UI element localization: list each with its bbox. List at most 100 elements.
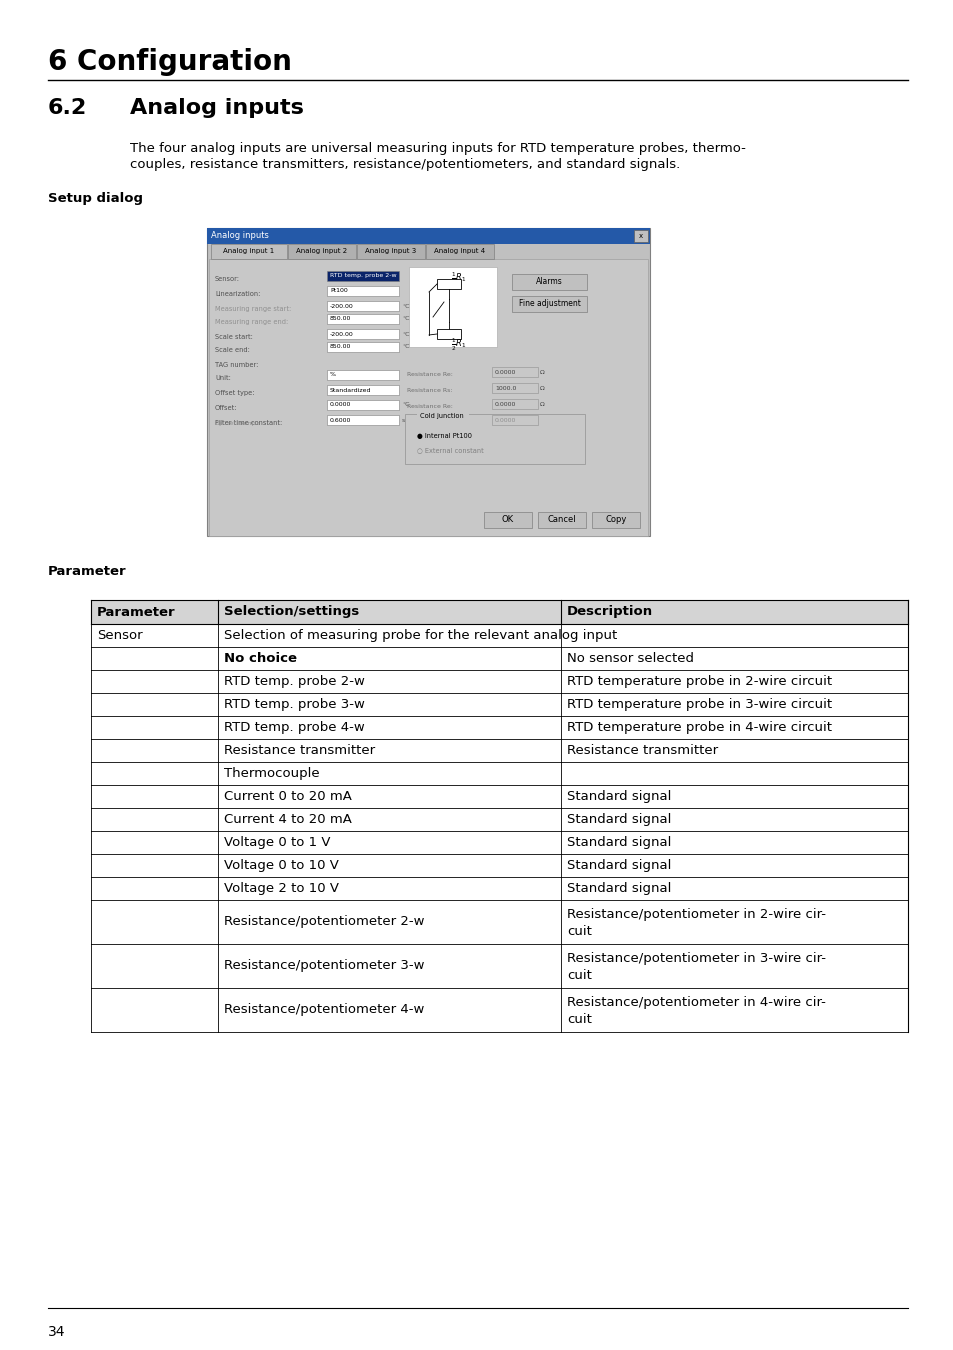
Text: Analog input 4: Analog input 4 — [434, 248, 485, 255]
Text: 0.6000: 0.6000 — [330, 417, 351, 423]
Text: °C: °C — [401, 332, 409, 336]
Bar — [512, 274, 586, 290]
Bar — [327, 301, 398, 310]
Text: RTD temperature probe in 4-wire circuit: RTD temperature probe in 4-wire circuit — [566, 721, 831, 734]
Text: Description: Description — [566, 606, 652, 618]
Text: Standardized: Standardized — [330, 387, 371, 393]
Text: Resistance/potentiometer in 2-wire cir-: Resistance/potentiometer in 2-wire cir- — [566, 907, 825, 921]
Text: Resistance transmitter: Resistance transmitter — [566, 744, 718, 757]
Bar — [327, 385, 398, 396]
Bar — [356, 244, 424, 259]
Text: Resistance/potentiometer in 4-wire cir-: Resistance/potentiometer in 4-wire cir- — [566, 995, 824, 1008]
Bar — [91, 855, 907, 878]
Bar — [209, 259, 647, 536]
Bar — [327, 271, 398, 281]
Text: Setup dialog: Setup dialog — [48, 192, 143, 205]
Bar — [91, 761, 907, 784]
Text: RTD temp. probe 2-w: RTD temp. probe 2-w — [223, 675, 364, 688]
Bar — [483, 512, 532, 528]
Text: OK: OK — [501, 516, 514, 525]
Text: 850.00: 850.00 — [330, 316, 351, 321]
Text: Resistance Rs:: Resistance Rs: — [407, 389, 452, 393]
Text: Scale end:: Scale end: — [214, 347, 250, 352]
Text: Selection of measuring probe for the relevant analog input: Selection of measuring probe for the rel… — [223, 629, 617, 643]
Text: TAG number:: TAG number: — [214, 362, 258, 369]
Text: $\frac{1}{2}R_1$: $\frac{1}{2}R_1$ — [451, 336, 466, 354]
Text: Ω: Ω — [539, 370, 544, 374]
Bar — [634, 230, 647, 242]
Bar — [492, 400, 537, 409]
Text: Ω: Ω — [539, 401, 544, 406]
Bar — [91, 878, 907, 900]
Text: Measuring range start:: Measuring range start: — [214, 306, 291, 312]
Text: Alarms: Alarms — [536, 278, 562, 286]
Text: Analog inputs: Analog inputs — [130, 99, 304, 117]
Text: ○ External constant: ○ External constant — [416, 447, 483, 454]
Bar — [492, 383, 537, 393]
Text: s: s — [401, 417, 405, 423]
Text: Cjr. ref. temp.:: Cjr. ref. temp.: — [214, 420, 259, 425]
Text: Resistance/potentiometer 3-w: Resistance/potentiometer 3-w — [223, 960, 424, 972]
Text: 0.0000: 0.0000 — [330, 402, 351, 408]
Text: Pt100: Pt100 — [330, 289, 348, 293]
Text: Voltage 2 to 10 V: Voltage 2 to 10 V — [223, 882, 338, 895]
Bar — [436, 329, 460, 339]
Text: Current 0 to 20 mA: Current 0 to 20 mA — [223, 790, 351, 803]
Bar — [436, 279, 460, 289]
Bar — [327, 342, 398, 352]
Text: Analog input 3: Analog input 3 — [365, 248, 416, 255]
Text: $\frac{1}{2}R_1$: $\frac{1}{2}R_1$ — [451, 271, 466, 288]
Bar — [91, 599, 907, 624]
Text: Resistance/potentiometer in 3-wire cir-: Resistance/potentiometer in 3-wire cir- — [566, 952, 825, 965]
Text: Analog inputs: Analog inputs — [211, 231, 269, 240]
Text: Parameter: Parameter — [97, 606, 175, 618]
Text: Cancel: Cancel — [547, 516, 576, 525]
Text: Copy: Copy — [604, 516, 626, 525]
Text: Selection/settings: Selection/settings — [223, 606, 358, 618]
Bar — [91, 647, 907, 670]
Bar — [91, 738, 907, 761]
Text: ● Internal Pt100: ● Internal Pt100 — [416, 433, 472, 439]
Text: No choice: No choice — [223, 652, 296, 666]
Text: Standard signal: Standard signal — [566, 813, 671, 826]
Text: 0.0000: 0.0000 — [495, 401, 516, 406]
Bar — [91, 670, 907, 693]
Text: 6 Configuration: 6 Configuration — [48, 49, 292, 76]
Bar — [492, 367, 537, 377]
Text: Resistance Re:: Resistance Re: — [407, 373, 453, 378]
Bar — [405, 414, 584, 464]
Text: Voltage 0 to 10 V: Voltage 0 to 10 V — [223, 859, 338, 872]
Text: RTD temp. probe 3-w: RTD temp. probe 3-w — [223, 698, 364, 711]
Text: cuit: cuit — [566, 1014, 591, 1026]
Text: Analog input 2: Analog input 2 — [296, 248, 347, 255]
Bar — [211, 244, 287, 259]
Text: -200.00: -200.00 — [330, 304, 354, 309]
Bar — [409, 267, 497, 347]
Text: Sensor:: Sensor: — [214, 275, 240, 282]
Bar — [91, 716, 907, 738]
Text: Offset type:: Offset type: — [214, 390, 254, 396]
Bar — [327, 286, 398, 296]
Text: Cold junction: Cold junction — [419, 413, 463, 418]
Bar — [91, 809, 907, 832]
Text: -200.00: -200.00 — [330, 332, 354, 336]
Text: °C: °C — [401, 316, 409, 321]
Text: Unit:: Unit: — [214, 375, 231, 381]
Text: %: % — [330, 373, 335, 378]
Bar — [91, 784, 907, 809]
Text: RTD temp. probe 2-w: RTD temp. probe 2-w — [330, 274, 396, 278]
Text: couples, resistance transmitters, resistance/potentiometers, and standard signal: couples, resistance transmitters, resist… — [130, 158, 679, 171]
Text: °C: °C — [401, 402, 409, 408]
Text: RTD temperature probe in 2-wire circuit: RTD temperature probe in 2-wire circuit — [566, 675, 831, 688]
Text: Standard signal: Standard signal — [566, 882, 671, 895]
Bar — [512, 296, 586, 312]
Bar — [426, 244, 494, 259]
Text: x: x — [639, 234, 642, 239]
Bar — [537, 512, 585, 528]
Bar — [492, 414, 537, 425]
Text: Linearization:: Linearization: — [214, 292, 260, 297]
Text: cuit: cuit — [566, 969, 591, 983]
Text: Ω: Ω — [539, 386, 544, 390]
Bar — [416, 409, 469, 417]
Text: Sensor: Sensor — [97, 629, 143, 643]
